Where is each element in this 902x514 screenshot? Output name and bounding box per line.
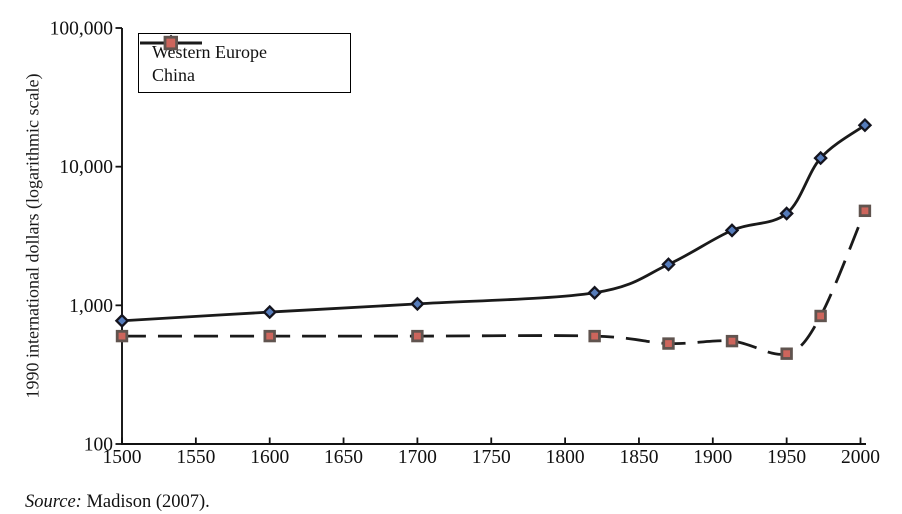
data-point-square <box>858 204 872 218</box>
x-tick-label: 1500 <box>103 447 142 468</box>
data-point-square <box>662 337 675 350</box>
source-note: Source: Madison (2007). <box>25 492 210 513</box>
data-point-diamond <box>724 223 740 238</box>
data-point-diamond <box>114 313 130 328</box>
legend-item-china: China <box>140 35 350 85</box>
data-point-square <box>588 329 601 343</box>
series-line-china <box>121 210 867 356</box>
data-point-diamond <box>410 296 425 312</box>
x-tick-label: 1800 <box>546 447 585 468</box>
y-axis-title: 1990 international dollars (logarithmic … <box>22 73 43 399</box>
y-tick-label: 100 <box>84 435 113 456</box>
data-point-diamond <box>262 304 277 320</box>
x-tick-label: 1850 <box>619 447 658 468</box>
x-tick-label: 1600 <box>250 447 289 468</box>
data-point-square <box>725 334 739 348</box>
legend-label-china: China <box>152 64 195 85</box>
x-tick-label: 2000 <box>841 447 880 468</box>
legend-label-western-europe: Western Europe <box>152 41 268 62</box>
x-tick-label: 1900 <box>693 447 732 468</box>
series-line-western-europe <box>121 124 866 323</box>
data-point-square <box>411 329 424 343</box>
y-tick-label: 10,000 <box>59 157 113 178</box>
data-point-diamond <box>813 150 828 166</box>
source-text: Madison (2007). <box>86 492 210 512</box>
square-marker-icon <box>163 35 179 51</box>
data-point-square <box>780 347 793 360</box>
x-tick-label: 1650 <box>324 447 363 468</box>
source-label: Source: <box>25 492 82 512</box>
x-tick-label: 1550 <box>176 447 215 468</box>
x-tick-label: 1750 <box>472 447 511 468</box>
data-point-diamond <box>587 285 602 300</box>
data-point-diamond <box>857 117 873 133</box>
data-point-diamond <box>661 257 676 272</box>
china-line-key-icon <box>140 35 200 51</box>
x-tick-label: 1700 <box>398 447 437 468</box>
data-point-square <box>814 309 827 323</box>
data-point-square <box>263 329 276 343</box>
data-point-square <box>115 329 129 343</box>
y-tick-label: 100,000 <box>50 19 113 40</box>
data-point-diamond <box>779 206 794 221</box>
y-tick-label: 1,000 <box>69 296 113 317</box>
legend: Western Europe China <box>138 33 351 93</box>
x-tick-label: 1950 <box>767 447 806 468</box>
